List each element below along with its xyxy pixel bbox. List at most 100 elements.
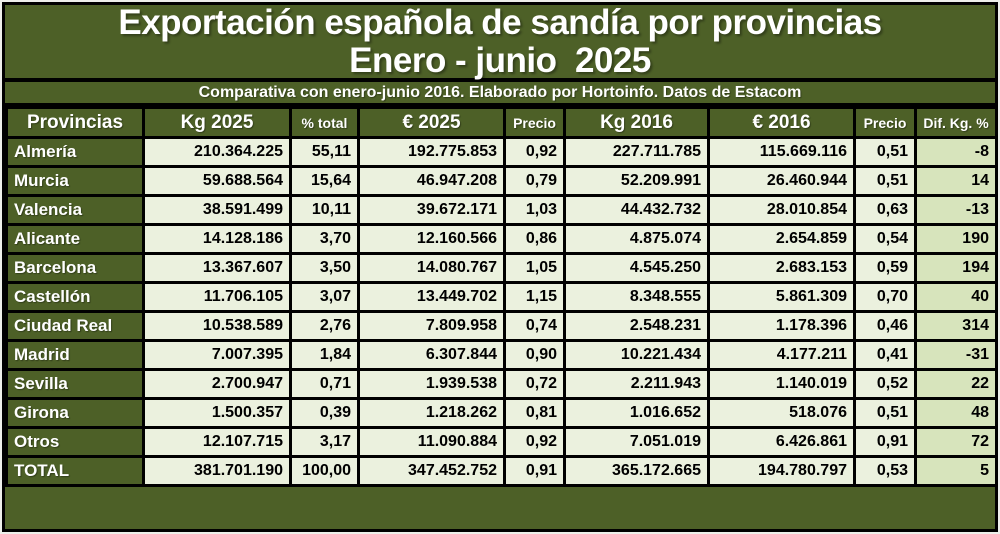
value-cell: 52.209.991 [563, 165, 710, 197]
value-cell: 5 [914, 455, 995, 487]
value-cell: 3,17 [289, 426, 360, 458]
subtitle-text: Comparativa con enero-junio 2016. Elabor… [198, 83, 802, 101]
province-row: Murcia 59.688.564 15,64 46.947.208 0,79 52.20… [5, 165, 995, 197]
province-name-cell: Otros [5, 426, 145, 458]
province-row: Ciudad Real 10.538.589 2,76 7.809.958 0,74 2.… [5, 310, 995, 342]
value-cell: 6.426.861 [707, 426, 856, 458]
value-cell: 72 [914, 426, 995, 458]
province-name-cell: Castellón [5, 281, 145, 313]
value-cell: 12.160.566 [357, 223, 506, 255]
value-cell: 0,51 [853, 136, 917, 168]
value-cell: 14.128.186 [142, 223, 292, 255]
value-cell: 0,91 [853, 426, 917, 458]
value-cell: 0,39 [289, 397, 360, 429]
value-cell: 1.140.019 [707, 368, 856, 400]
column-header-precio-2025: Precio [503, 106, 566, 139]
value-cell: 2.654.859 [707, 223, 856, 255]
value-cell: 2.700.947 [142, 368, 292, 400]
value-cell: 210.364.225 [142, 136, 292, 168]
table-header-row: Provincias Kg 2025 % total € 2025 Precio… [5, 106, 995, 139]
province-name-cell: Ciudad Real [5, 310, 145, 342]
value-cell: 1,15 [503, 281, 566, 313]
value-cell: 0,81 [503, 397, 566, 429]
value-cell: 314 [914, 310, 995, 342]
export-data-table: Provincias Kg 2025 % total € 2025 Precio… [5, 106, 995, 487]
table-body: Almería 210.364.225 55,11 192.775.853 0,92 22… [5, 136, 995, 487]
value-cell: 518.076 [707, 397, 856, 429]
province-name-cell: Alicante [5, 223, 145, 255]
value-cell: 0,71 [289, 368, 360, 400]
value-cell: 11.706.105 [142, 281, 292, 313]
value-cell: 1.939.538 [357, 368, 506, 400]
value-cell: 0,52 [853, 368, 917, 400]
value-cell: 55,11 [289, 136, 360, 168]
province-name-cell: TOTAL [5, 455, 145, 487]
value-cell: 190 [914, 223, 995, 255]
value-cell: 40 [914, 281, 995, 313]
value-cell: 7.051.019 [563, 426, 710, 458]
column-header-dif-kg-pct: Dif. Kg. % [914, 106, 995, 139]
value-cell: 194 [914, 252, 995, 284]
value-cell: 227.711.785 [563, 136, 710, 168]
province-row: Barcelona 13.367.607 3,50 14.080.767 1,05 4.5… [5, 252, 995, 284]
province-name-cell: Valencia [5, 194, 145, 226]
value-cell: 0,51 [853, 397, 917, 429]
value-cell: 365.172.665 [563, 455, 710, 487]
value-cell: 5.861.309 [707, 281, 856, 313]
column-header-precio-2016: Precio [853, 106, 917, 139]
value-cell: 381.701.190 [142, 455, 292, 487]
value-cell: 13.367.607 [142, 252, 292, 284]
table-header: Provincias Kg 2025 % total € 2025 Precio… [5, 106, 995, 139]
value-cell: 194.780.797 [707, 455, 856, 487]
value-cell: 0,79 [503, 165, 566, 197]
column-header-eur-2025: € 2025 [357, 106, 506, 139]
value-cell: 0,86 [503, 223, 566, 255]
province-name-cell: Almería [5, 136, 145, 168]
value-cell: 10.538.589 [142, 310, 292, 342]
value-cell: 3,50 [289, 252, 360, 284]
value-cell: 6.307.844 [357, 339, 506, 371]
value-cell: 0,54 [853, 223, 917, 255]
value-cell: 1,05 [503, 252, 566, 284]
value-cell: 0,90 [503, 339, 566, 371]
value-cell: -13 [914, 194, 995, 226]
value-cell: 192.775.853 [357, 136, 506, 168]
value-cell: -8 [914, 136, 995, 168]
province-name-cell: Girona [5, 397, 145, 429]
province-row: Alicante 14.128.186 3,70 12.160.566 0,86 4.87… [5, 223, 995, 255]
value-cell: 44.432.732 [563, 194, 710, 226]
value-cell: 14.080.767 [357, 252, 506, 284]
value-cell: 46.947.208 [357, 165, 506, 197]
value-cell: 1.016.652 [563, 397, 710, 429]
value-cell: 12.107.715 [142, 426, 292, 458]
title-block: Exportación española de sandía por provi… [5, 5, 995, 82]
value-cell: 38.591.499 [142, 194, 292, 226]
province-name-cell: Barcelona [5, 252, 145, 284]
total-row: TOTAL 381.701.190 100,00 347.452.752 0,91 365… [5, 455, 995, 487]
value-cell: 0,70 [853, 281, 917, 313]
value-cell: 15,64 [289, 165, 360, 197]
value-cell: 0,46 [853, 310, 917, 342]
value-cell: 0,72 [503, 368, 566, 400]
value-cell: 0,91 [503, 455, 566, 487]
value-cell: 0,59 [853, 252, 917, 284]
province-row: Valencia 38.591.499 10,11 39.672.171 1,03 44.… [5, 194, 995, 226]
column-header-provincias: Provincias [5, 106, 145, 139]
value-cell: 2,76 [289, 310, 360, 342]
subtitle-bar: Comparativa con enero-junio 2016. Elabor… [5, 82, 995, 106]
value-cell: 0,92 [503, 426, 566, 458]
province-name-cell: Madrid [5, 339, 145, 371]
value-cell: 4.177.211 [707, 339, 856, 371]
column-header-pct-total: % total [289, 106, 360, 139]
province-row: Castellón 11.706.105 3,07 13.449.702 1,15 8.3… [5, 281, 995, 313]
value-cell: 0,51 [853, 165, 917, 197]
province-row: Almería 210.364.225 55,11 192.775.853 0,92 22… [5, 136, 995, 168]
value-cell: 39.672.171 [357, 194, 506, 226]
value-cell: 0,74 [503, 310, 566, 342]
page-title-line1: Exportación española de sandía por provi… [118, 2, 882, 42]
value-cell: 347.452.752 [357, 455, 506, 487]
value-cell: 3,70 [289, 223, 360, 255]
value-cell: 0,41 [853, 339, 917, 371]
